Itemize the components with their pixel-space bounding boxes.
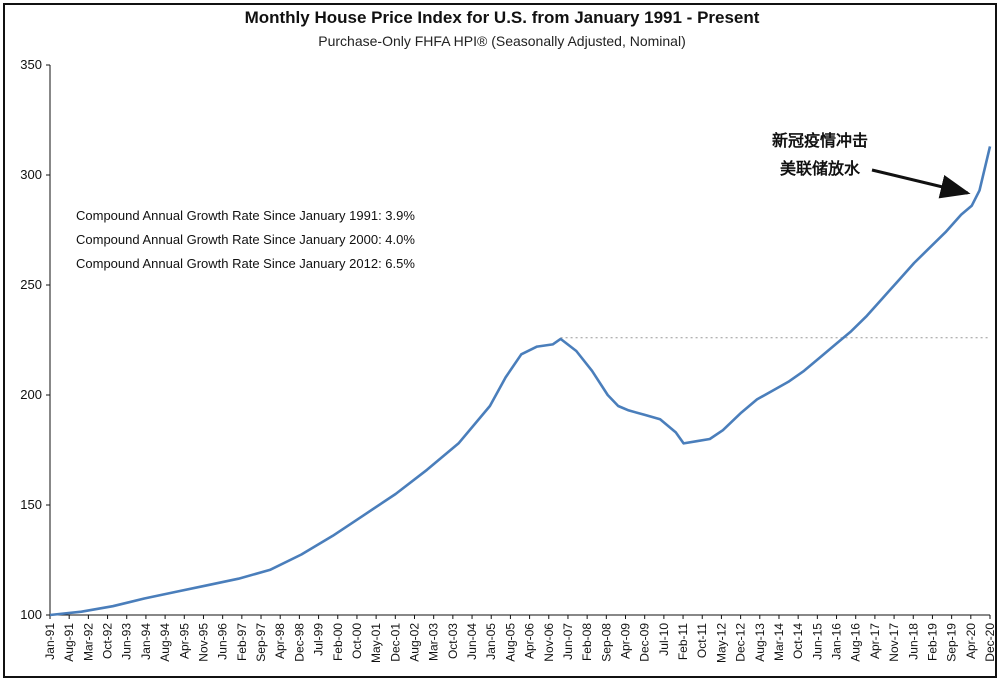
- x-tick-label: Dec-09: [638, 623, 652, 662]
- x-tick-label: Aug-02: [407, 623, 421, 662]
- x-tick-label: Oct-92: [101, 623, 115, 659]
- x-tick-label: Nov-17: [887, 623, 901, 662]
- x-tick-label: Jun-18: [906, 623, 920, 660]
- x-tick-label: Feb-00: [331, 623, 345, 661]
- x-tick-label: Jan-16: [830, 623, 844, 660]
- annotation-line-1: 新冠疫情冲击: [772, 131, 868, 150]
- x-tick-label: Mar-92: [81, 623, 95, 661]
- x-tick-label: Nov-95: [196, 623, 210, 662]
- hpi-series-line: [49, 146, 992, 617]
- x-tick-label: Oct-14: [791, 623, 805, 659]
- x-tick-label: Apr-09: [619, 623, 633, 659]
- annotation-line-2: 美联储放水: [780, 159, 861, 178]
- x-tick-label: Jun-96: [216, 623, 230, 660]
- x-tick-label: Sep-97: [254, 623, 268, 662]
- x-tick-label: May-01: [369, 623, 383, 663]
- x-tick-label: Dec-01: [388, 623, 402, 662]
- x-tick-label: Aug-05: [503, 623, 517, 662]
- x-tick-label: Jan-05: [484, 623, 498, 660]
- x-tick-label: Oct-00: [350, 623, 364, 659]
- growth-rate-stat: Compound Annual Growth Rate Since Januar…: [76, 232, 415, 247]
- chart-frame: [3, 3, 997, 678]
- x-tick-label: Aug-16: [849, 623, 863, 662]
- x-tick-label: Feb-19: [925, 623, 939, 661]
- x-tick-label: Jun-07: [561, 623, 575, 660]
- y-tick-label: 100: [20, 607, 42, 622]
- y-tick-label: 150: [20, 497, 42, 512]
- x-tick-label: Feb-11: [676, 623, 690, 660]
- x-tick-label: Jun-93: [120, 623, 134, 660]
- growth-rate-stat: Compound Annual Growth Rate Since Januar…: [76, 256, 415, 271]
- chart-title: Monthly House Price Index for U.S. from …: [244, 8, 760, 27]
- y-tick-label: 350: [20, 57, 42, 72]
- y-tick-label: 250: [20, 277, 42, 292]
- x-tick-label: Jun-15: [810, 623, 824, 660]
- x-tick-label: Dec-20: [983, 623, 997, 662]
- x-tick-label: Nov-06: [542, 623, 556, 662]
- x-tick-label: Jan-91: [43, 623, 57, 660]
- x-tick-label: Jan-94: [139, 623, 153, 660]
- x-tick-label: Mar-14: [772, 623, 786, 661]
- growth-rate-stat: Compound Annual Growth Rate Since Januar…: [76, 208, 415, 223]
- x-tick-label: Aug-91: [62, 623, 76, 662]
- y-tick-label: 300: [20, 167, 42, 182]
- x-tick-label: Aug-13: [753, 623, 767, 662]
- annotation-arrow: [871, 168, 971, 199]
- x-tick-label: Oct-03: [446, 623, 460, 659]
- x-tick-label: Sep-08: [599, 623, 613, 662]
- x-tick-label: Aug-94: [158, 623, 172, 662]
- x-tick-label: Feb-97: [235, 623, 249, 661]
- x-tick-label: Dec-98: [292, 623, 306, 662]
- x-tick-label: Apr-17: [868, 623, 882, 659]
- x-tick-label: Dec-12: [734, 623, 748, 662]
- x-tick-label: Apr-98: [273, 623, 287, 659]
- chart-subtitle: Purchase-Only FHFA HPI® (Seasonally Adju…: [318, 33, 686, 49]
- x-tick-label: Apr-95: [177, 623, 191, 659]
- y-tick-label: 200: [20, 387, 42, 402]
- x-tick-label: Jun-04: [465, 623, 479, 660]
- x-tick-label: Jul-99: [312, 623, 326, 656]
- x-tick-label: Feb-08: [580, 623, 594, 661]
- x-tick-label: Mar-03: [427, 623, 441, 661]
- x-tick-label: Apr-20: [964, 623, 978, 659]
- x-tick-label: Jul-10: [657, 623, 671, 656]
- x-tick-label: Sep-19: [945, 623, 959, 662]
- x-tick-label: May-12: [714, 623, 728, 663]
- x-tick-label: Oct-11: [695, 623, 709, 658]
- x-tick-label: Apr-06: [523, 623, 537, 659]
